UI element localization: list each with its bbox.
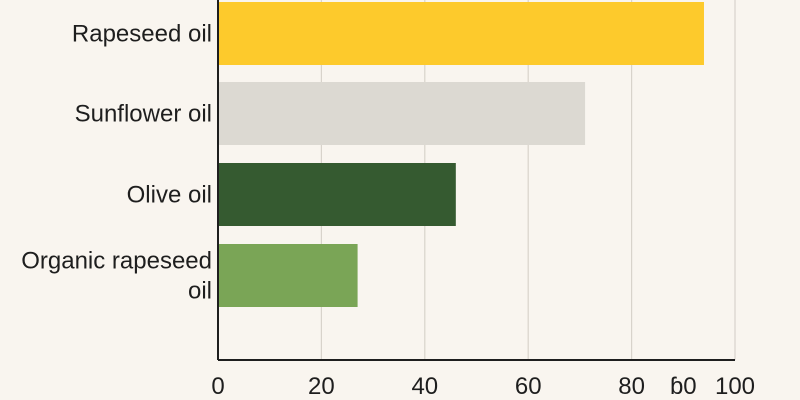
category-label: Sunflower oil (75, 101, 212, 128)
bar (218, 82, 586, 145)
category-label: Rapeseed oil (72, 21, 212, 48)
category-labels: Rapeseed oil Sunflower oil Olive oil Organi… (21, 21, 212, 305)
bars (218, 2, 704, 307)
bar (218, 163, 456, 226)
x-tick-label: 60 (515, 373, 542, 400)
x-tick-label: 20 (308, 373, 335, 400)
x-tick-label: 40 (411, 373, 438, 400)
x-tick-label: 0 (211, 373, 224, 400)
category-label: Organic rapeseed oil (21, 248, 212, 305)
category-label: Olive oil (127, 182, 212, 209)
x-tick-label: 100 (715, 373, 755, 400)
x-tick-labels: 0 20 40 60 80 ɓ0 100 (211, 373, 755, 400)
x-tick-label: 80 (618, 373, 645, 400)
bar (218, 244, 358, 307)
x-tick-label: ɓ0 (670, 373, 697, 400)
bar (218, 2, 704, 65)
